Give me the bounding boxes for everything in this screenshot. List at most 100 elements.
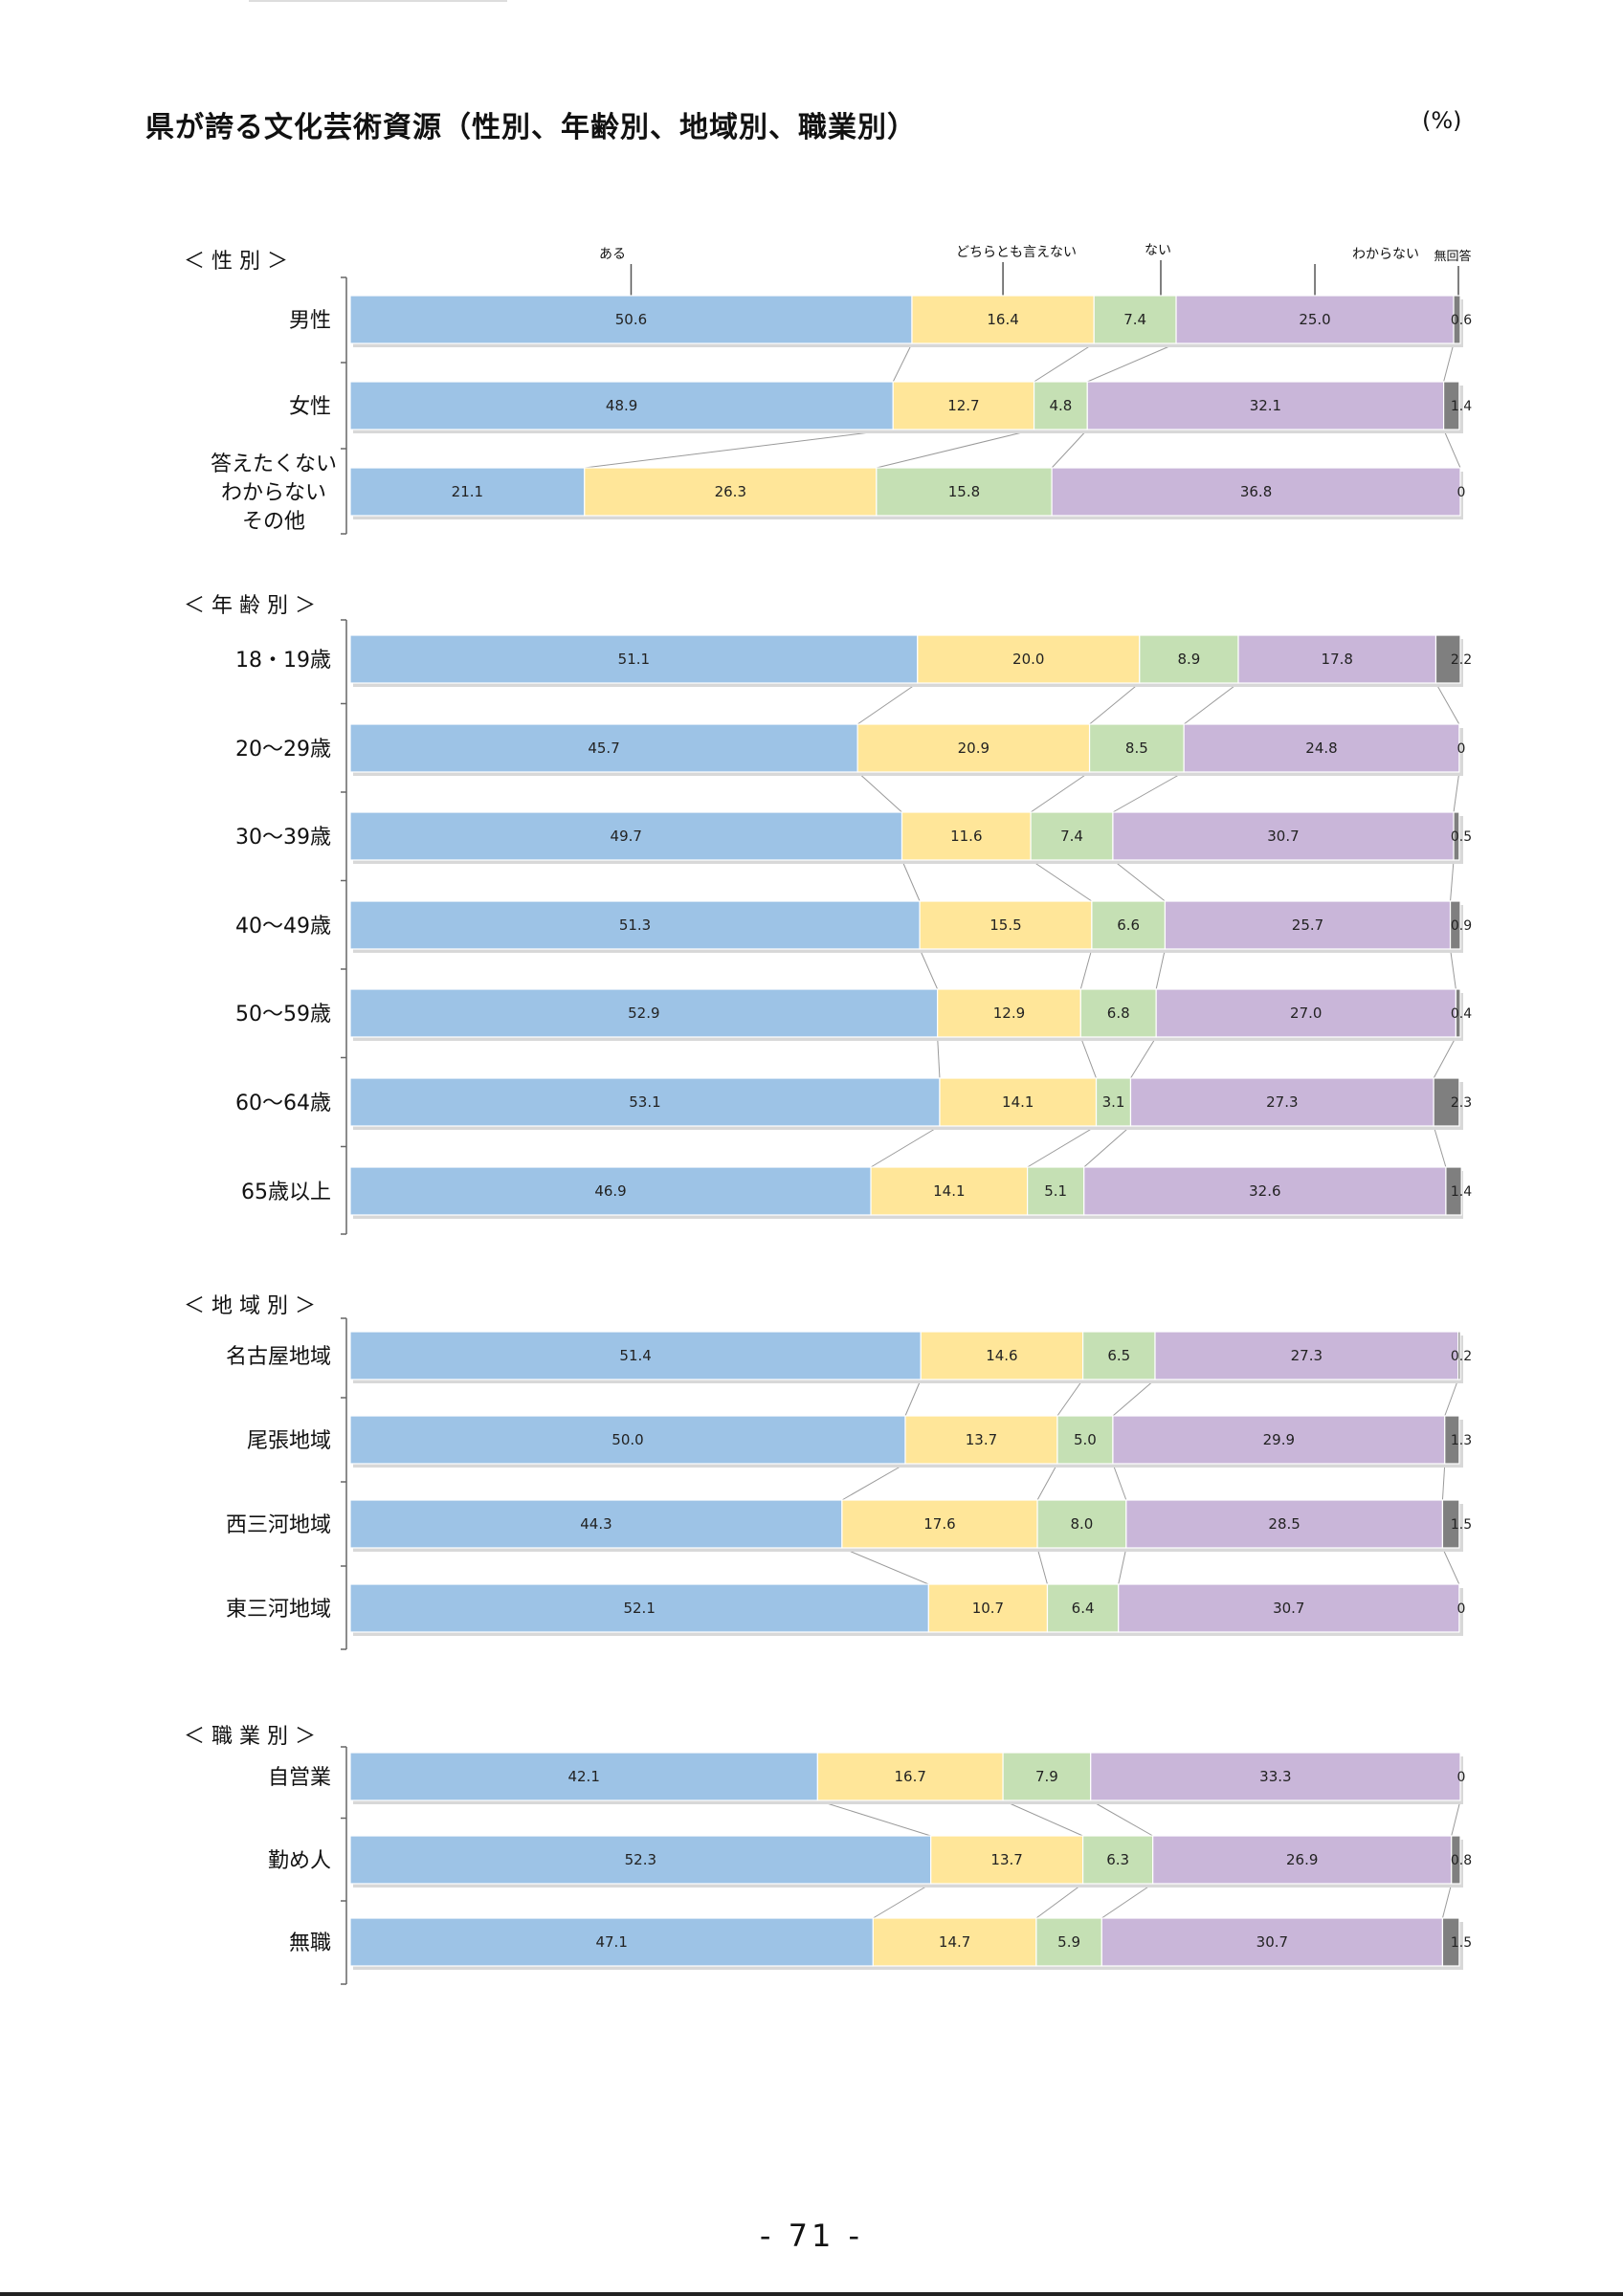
row-label: 18・19歳 (235, 649, 331, 673)
bar-value-label: 0.4 (1451, 1006, 1472, 1022)
bar-value-label: 51.4 (619, 1347, 651, 1364)
bar-segment (1125, 1499, 1444, 1549)
connector-line (1036, 1547, 1048, 1585)
bar-value-label: 17.8 (1322, 651, 1353, 668)
bar-segment (349, 1583, 929, 1633)
bar-value-label: 0.6 (1451, 313, 1472, 328)
group-title: ＜ 年 齢 別 ＞ (184, 594, 316, 618)
bar-value-label: 49.7 (611, 828, 642, 845)
bar-segment (1139, 634, 1239, 684)
bar-value-label: 30.7 (1267, 828, 1299, 845)
bar-segment (349, 1499, 843, 1549)
connector-line (1112, 1379, 1156, 1417)
bar-value-label: 12.9 (993, 1004, 1025, 1022)
legend-label: わからない (1352, 247, 1419, 262)
bar-segment (939, 1077, 1098, 1127)
bar-value-label: 44.3 (580, 1515, 611, 1533)
bar-value-label: 5.1 (1044, 1182, 1067, 1200)
connector-line (1030, 859, 1093, 902)
row-label: 勤め人 (268, 1849, 331, 1873)
bar-segment (1154, 1331, 1459, 1380)
connector-line (1083, 1125, 1131, 1168)
bar-segment (1093, 295, 1177, 344)
connector-line (1034, 342, 1095, 383)
connector-line (1035, 1883, 1083, 1919)
bar-value-label: 20.9 (958, 740, 989, 757)
stacked-bar-chart: ある どちらとも言えない ない わからない 無回答＜ 性 別 ＞男性 50.6 16.4 7.… (184, 243, 1472, 1985)
row-label: 名古屋地域 (226, 1345, 331, 1369)
bar-value-label: 45.7 (588, 740, 619, 757)
connector-line (1453, 771, 1460, 813)
bottom-rule (0, 2292, 1623, 2296)
row-label: その他 (242, 510, 305, 534)
bar-segment (349, 634, 919, 684)
bar-segment (1453, 811, 1460, 861)
bar-segment (919, 900, 1093, 950)
bar-value-label: 5.0 (1074, 1431, 1097, 1448)
bar-value-label: 27.3 (1266, 1093, 1298, 1111)
bar-value-label: 2.3 (1451, 1095, 1472, 1111)
connector-line (1443, 429, 1461, 469)
bar-value-label: 3.1 (1102, 1093, 1125, 1111)
bar-value-label: 4.8 (1049, 397, 1072, 414)
bar-segment (1051, 467, 1461, 517)
bar-segment (1112, 811, 1455, 861)
bar-segment (1237, 634, 1437, 684)
bar-value-label: 0.5 (1451, 829, 1472, 845)
row-label: 答えたくない (211, 453, 337, 476)
bar-segment (1118, 1583, 1460, 1633)
row-label: 西三河地域 (226, 1513, 331, 1537)
unit-label: (%) (1422, 107, 1462, 134)
top-rule (249, 0, 507, 2)
bar-value-label: 27.3 (1291, 1347, 1323, 1364)
bar-segment (349, 1331, 922, 1380)
bar-value-label: 26.9 (1286, 1851, 1318, 1868)
bar-value-label: 52.3 (625, 1851, 656, 1868)
bar-segment (1086, 381, 1445, 430)
bar-segment (1129, 1077, 1434, 1127)
legend-label: ある (599, 247, 626, 262)
bar-segment (1036, 1499, 1127, 1549)
connector-line (1030, 771, 1090, 813)
bar-segment (349, 1835, 932, 1885)
connector-line (876, 429, 1034, 469)
bar-value-label: 0 (1457, 485, 1466, 500)
page-title: 県が誇る文化芸術資源（性別、年齢別、地域別、職業別） (145, 111, 917, 144)
bar-segment (1455, 988, 1461, 1038)
bar-segment (872, 1917, 1037, 1967)
bar-value-label: 8.9 (1177, 651, 1200, 668)
bar-value-label: 2.2 (1451, 652, 1472, 668)
bar-value-label: 0.8 (1451, 1853, 1472, 1868)
row-label: 東三河地域 (226, 1598, 331, 1622)
bar-value-label: 15.5 (989, 916, 1021, 934)
page-number: - 71 - (759, 2218, 864, 2254)
bar-segment (892, 381, 1035, 430)
bar-value-label: 12.7 (947, 397, 979, 414)
bar-segment (917, 634, 1141, 684)
bar-value-label: 8.0 (1071, 1515, 1094, 1533)
row-label: 65歳以上 (241, 1181, 331, 1204)
row-label: 30～39歳 (235, 826, 331, 850)
bar-value-label: 28.5 (1268, 1515, 1300, 1533)
legend-label: どちらとも言えない (956, 245, 1077, 260)
bar-value-label: 16.4 (987, 311, 1018, 328)
bar-value-label: 14.6 (986, 1347, 1017, 1364)
bar-segment (856, 723, 1091, 773)
connector-line (901, 859, 921, 902)
bar-value-label: 7.4 (1123, 311, 1146, 328)
bar-segment (816, 1752, 1004, 1801)
bar-value-label: 48.9 (606, 397, 637, 414)
connector-line (892, 342, 913, 383)
connector-line (1112, 859, 1166, 902)
bar-segment (349, 811, 903, 861)
bar-value-label: 17.6 (923, 1515, 955, 1533)
connector-line (1036, 1463, 1058, 1501)
bar-value-label: 25.7 (1292, 916, 1323, 934)
bar-segment (1444, 1415, 1460, 1465)
bar-value-label: 20.0 (1012, 651, 1044, 668)
bar-segment (1081, 1835, 1154, 1885)
bar-value-label: 6.6 (1117, 916, 1140, 934)
group-title: ＜ 地 域 別 ＞ (184, 1294, 316, 1318)
bar-segment (1035, 1917, 1102, 1967)
row-label: 女性 (289, 395, 331, 419)
